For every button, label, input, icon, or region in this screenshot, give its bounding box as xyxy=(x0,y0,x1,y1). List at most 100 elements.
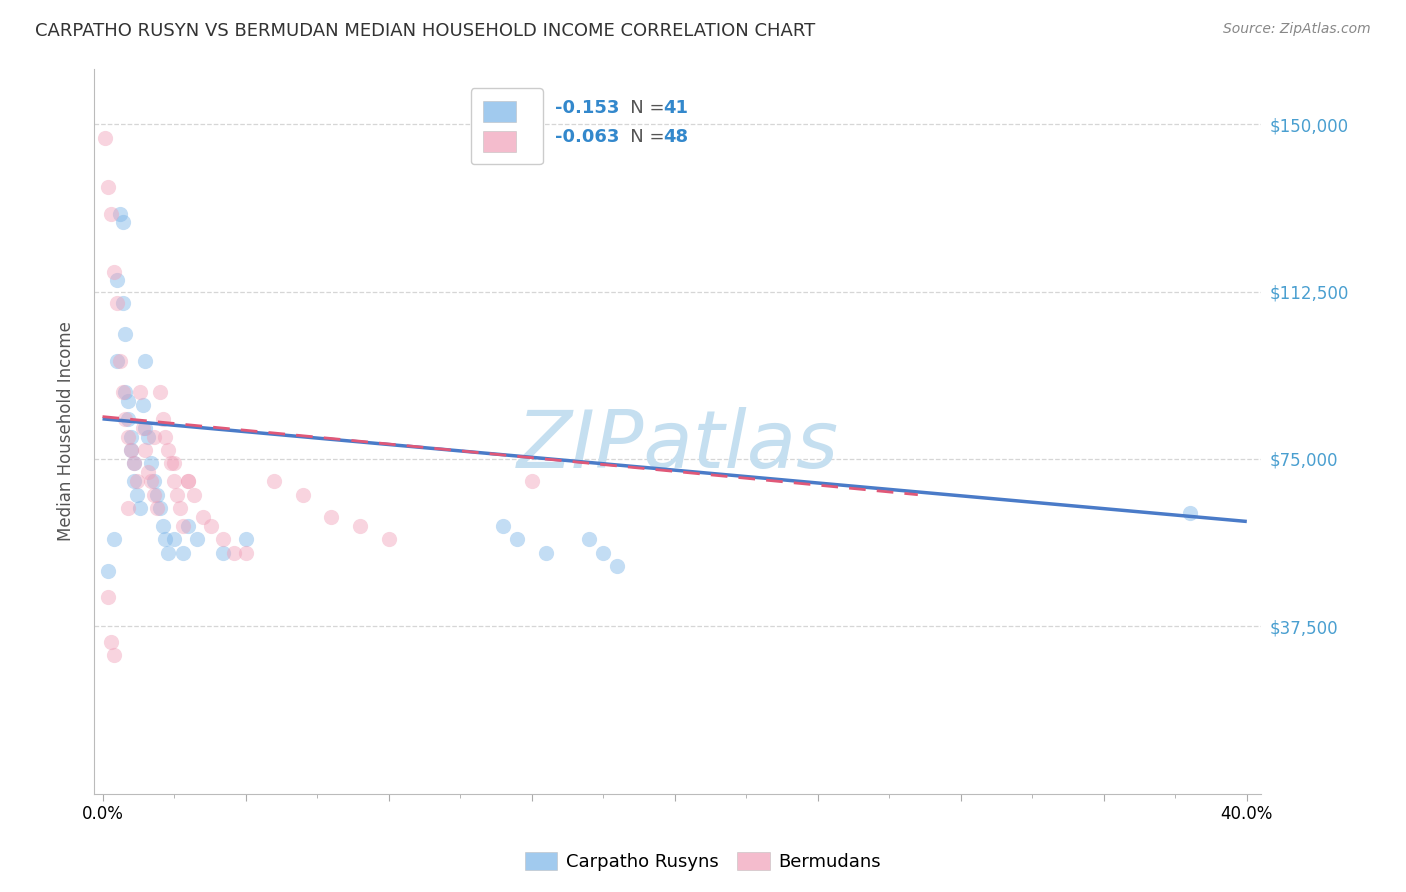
Point xyxy=(177,475,200,489)
Point xyxy=(139,457,162,471)
Text: ZIPatlas: ZIPatlas xyxy=(516,407,838,484)
Legend: , : , xyxy=(471,88,543,164)
Text: N =: N = xyxy=(613,99,671,118)
Point xyxy=(149,501,172,516)
Point xyxy=(122,457,145,471)
Point xyxy=(125,488,148,502)
Point xyxy=(97,591,120,605)
Point xyxy=(157,443,180,458)
Point xyxy=(592,546,614,560)
Point xyxy=(117,501,139,516)
Point xyxy=(122,475,145,489)
Point xyxy=(191,510,214,524)
Point xyxy=(152,519,174,533)
Point xyxy=(492,519,515,533)
Point xyxy=(111,295,134,310)
Point xyxy=(172,546,194,560)
Point xyxy=(152,412,174,426)
Point xyxy=(128,501,150,516)
Point xyxy=(117,394,139,409)
Point xyxy=(235,533,257,547)
Point xyxy=(177,475,200,489)
Point xyxy=(606,559,628,574)
Point xyxy=(120,443,142,458)
Point xyxy=(100,206,122,220)
Point xyxy=(103,533,125,547)
Point xyxy=(103,648,125,663)
Point xyxy=(163,533,186,547)
Point xyxy=(139,475,162,489)
Text: R =: R = xyxy=(509,128,547,146)
Point xyxy=(163,475,186,489)
Point xyxy=(506,533,529,547)
Text: R =: R = xyxy=(509,99,547,118)
Text: 48: 48 xyxy=(664,128,689,146)
Point xyxy=(108,206,131,220)
Point xyxy=(143,488,166,502)
Point xyxy=(186,533,208,547)
Point xyxy=(291,488,314,502)
Point xyxy=(155,533,177,547)
Point xyxy=(114,412,136,426)
Point xyxy=(211,546,233,560)
Point xyxy=(134,443,156,458)
Point xyxy=(169,501,191,516)
Point xyxy=(520,475,543,489)
Point xyxy=(134,353,156,368)
Point xyxy=(235,546,257,560)
Point xyxy=(94,130,117,145)
Point xyxy=(200,519,222,533)
Point xyxy=(117,430,139,444)
Point xyxy=(114,326,136,341)
Point xyxy=(108,353,131,368)
Text: 41: 41 xyxy=(664,99,689,118)
Point xyxy=(143,475,166,489)
Text: CARPATHO RUSYN VS BERMUDAN MEDIAN HOUSEHOLD INCOME CORRELATION CHART: CARPATHO RUSYN VS BERMUDAN MEDIAN HOUSEH… xyxy=(35,22,815,40)
Point xyxy=(155,430,177,444)
Point xyxy=(136,466,159,480)
Point xyxy=(224,546,246,560)
Point xyxy=(131,421,153,435)
Legend: Carpatho Rusyns, Bermudans: Carpatho Rusyns, Bermudans xyxy=(517,845,889,879)
Point xyxy=(114,385,136,400)
Point xyxy=(321,510,343,524)
Point xyxy=(100,635,122,649)
Point xyxy=(136,430,159,444)
Text: Source: ZipAtlas.com: Source: ZipAtlas.com xyxy=(1223,22,1371,37)
Point xyxy=(183,488,205,502)
Point xyxy=(111,215,134,229)
Text: -0.063: -0.063 xyxy=(555,128,619,146)
Point xyxy=(128,385,150,400)
Text: N =: N = xyxy=(613,128,671,146)
Point xyxy=(97,179,120,194)
Point xyxy=(166,488,188,502)
Point xyxy=(103,264,125,278)
Point xyxy=(534,546,557,560)
Point xyxy=(105,273,128,287)
Point xyxy=(143,430,166,444)
Point xyxy=(134,421,156,435)
Point xyxy=(172,519,194,533)
Point xyxy=(105,353,128,368)
Y-axis label: Median Household Income: Median Household Income xyxy=(58,321,75,541)
Point xyxy=(349,519,371,533)
Point xyxy=(177,519,200,533)
Point xyxy=(1178,506,1201,520)
Point xyxy=(263,475,285,489)
Point xyxy=(131,399,153,413)
Point xyxy=(105,295,128,310)
Text: -0.153: -0.153 xyxy=(555,99,619,118)
Point xyxy=(146,501,169,516)
Point xyxy=(125,475,148,489)
Point xyxy=(111,385,134,400)
Point xyxy=(157,546,180,560)
Point xyxy=(122,457,145,471)
Point xyxy=(120,430,142,444)
Point xyxy=(120,443,142,458)
Point xyxy=(160,457,183,471)
Point xyxy=(149,385,172,400)
Point xyxy=(211,533,233,547)
Point xyxy=(163,457,186,471)
Point xyxy=(97,564,120,578)
Point xyxy=(578,533,600,547)
